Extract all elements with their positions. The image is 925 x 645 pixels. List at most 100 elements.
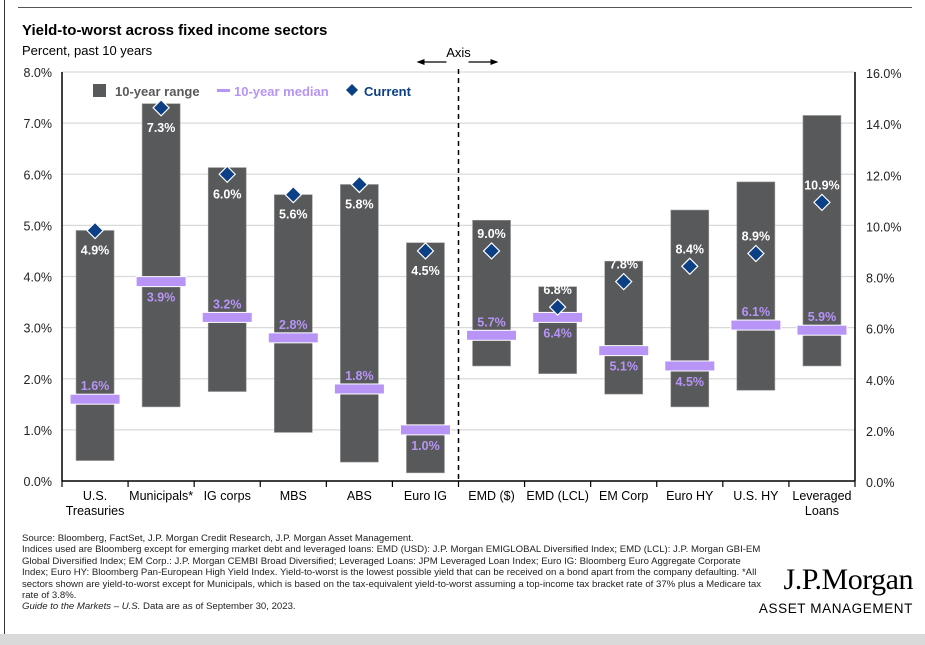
current-marker — [482, 242, 501, 260]
range-bar — [736, 181, 776, 391]
right-axis-tick-label: 10.0% — [866, 220, 901, 234]
current-label: 4.5% — [411, 264, 440, 278]
x-axis-category-label: ABS — [347, 489, 372, 503]
legend-current-label: Current — [364, 84, 412, 99]
x-axis-category-label: Loans — [805, 504, 839, 518]
median-marker — [333, 383, 385, 395]
median-marker — [201, 311, 253, 323]
median-label: 6.4% — [543, 326, 572, 340]
range-bar — [670, 209, 710, 408]
left-axis-tick-label: 1.0% — [24, 424, 53, 438]
median-label: 1.0% — [411, 439, 440, 453]
median-marker — [598, 345, 650, 357]
x-axis-category-label: IG corps — [204, 489, 251, 503]
axis-arrow-right-head — [490, 59, 499, 65]
x-axis-category-label: MBS — [280, 489, 307, 503]
range-bar — [802, 115, 842, 367]
current-label: 8.9% — [742, 229, 771, 243]
median-marker — [399, 424, 451, 436]
legend-range-label: 10-year range — [115, 84, 200, 99]
median-marker — [135, 276, 187, 288]
left-axis-tick-label: 6.0% — [24, 168, 53, 182]
median-label: 5.9% — [808, 310, 837, 324]
right-axis-tick-label: 16.0% — [866, 67, 901, 81]
range-bar — [141, 103, 181, 408]
current-label: 4.9% — [81, 243, 110, 257]
brand-logo: J.P.Morgan ASSET MANAGEMENT — [758, 563, 914, 616]
right-axis-tick-label: 0.0% — [866, 476, 895, 490]
median-label: 1.8% — [345, 369, 374, 383]
x-axis-category-label: U.S. — [83, 489, 107, 503]
current-marker — [680, 257, 699, 276]
x-axis-category-label: Leveraged — [792, 489, 851, 503]
current-label: 5.8% — [345, 197, 374, 211]
x-axis-category-label: U.S. HY — [733, 489, 779, 503]
left-axis-tick-label: 4.0% — [24, 271, 53, 285]
axis-divider-label: Axis — [446, 45, 471, 60]
current-marker — [86, 221, 104, 240]
median-marker — [796, 324, 848, 336]
right-axis-tick-label: 2.0% — [866, 425, 895, 439]
median-marker — [664, 360, 716, 372]
page-left-border — [4, 0, 5, 634]
right-axis-tick-label: 8.0% — [866, 272, 895, 286]
left-axis-tick-label: 0.0% — [24, 475, 53, 489]
right-axis-tick-label: 12.0% — [866, 169, 901, 183]
x-axis-category-label: Treasuries — [66, 504, 125, 518]
left-axis-tick-label: 7.0% — [24, 117, 53, 131]
current-marker — [152, 98, 170, 117]
x-axis-category-label: EM Corp — [599, 489, 648, 503]
footnote: Source: Bloomberg, FactSet, J.P. Morgan … — [22, 533, 767, 613]
range-bar — [75, 230, 115, 461]
chart-title: Yield-to-worst across fixed income secto… — [22, 22, 328, 39]
right-axis-tick-label: 14.0% — [866, 118, 901, 132]
x-axis-category-label: EMD (LCL) — [526, 489, 589, 503]
axis-arrow-left-head — [416, 59, 425, 65]
left-axis-tick-label: 2.0% — [24, 373, 53, 387]
current-label: 7.3% — [147, 121, 176, 135]
brand-name: J.P.Morgan — [783, 563, 914, 596]
footnote-body: Indices used are Bloomberg except for em… — [22, 544, 762, 602]
current-marker — [218, 165, 237, 184]
left-axis-tick-label: 3.0% — [24, 322, 53, 336]
left-axis-tick-label: 5.0% — [24, 219, 53, 233]
median-marker — [730, 319, 782, 331]
median-label: 1.6% — [81, 379, 110, 393]
x-axis-category-label: Euro IG — [404, 489, 447, 503]
range-bar — [207, 167, 247, 392]
current-marker — [284, 185, 303, 204]
median-label: 3.9% — [147, 291, 176, 305]
range-bar — [273, 194, 313, 433]
footnote-date: Guide to the Markets – U.S. Data are as … — [22, 601, 767, 612]
median-label: 2.8% — [279, 318, 308, 332]
current-label: 9.0% — [477, 227, 506, 241]
legend-current-swatch — [346, 84, 358, 96]
legend-range-swatch — [93, 84, 106, 97]
legend-median-swatch — [217, 89, 230, 92]
chart-svg: 0.0% 1.0% 2.0% 3.0% 4.0% 5.0% 6.0% 7.0% 8.0% 0.0%… — [24, 45, 902, 518]
current-label: 10.9% — [804, 178, 839, 192]
current-marker — [813, 193, 831, 212]
legend-median-label: 10-year median — [234, 84, 329, 99]
current-marker — [747, 244, 765, 263]
median-marker — [466, 329, 518, 341]
bottom-strip — [0, 634, 925, 645]
footnote-guide: Guide to the Markets – U.S. — [22, 601, 141, 613]
median-marker — [267, 332, 319, 344]
median-label: 6.1% — [742, 305, 771, 319]
current-marker — [614, 272, 633, 291]
footnote-source: Source: Bloomberg, FactSet, J.P. Morgan … — [22, 533, 414, 544]
median-label: 4.5% — [676, 375, 705, 389]
median-label: 5.7% — [477, 315, 506, 329]
current-label: 8.4% — [676, 242, 705, 256]
chart-subtitle: Percent, past 10 years — [22, 43, 153, 58]
median-label: 5.1% — [609, 360, 638, 374]
brand-subtitle: ASSET MANAGEMENT — [758, 601, 913, 616]
range-bar — [340, 184, 379, 463]
x-axis-category-label: EMD ($) — [468, 489, 515, 503]
top-rule — [18, 7, 912, 8]
median-marker — [69, 393, 121, 405]
median-label: 3.2% — [213, 297, 242, 311]
x-axis-category-label: Euro HY — [666, 489, 714, 503]
left-axis-tick-label: 8.0% — [24, 66, 53, 80]
